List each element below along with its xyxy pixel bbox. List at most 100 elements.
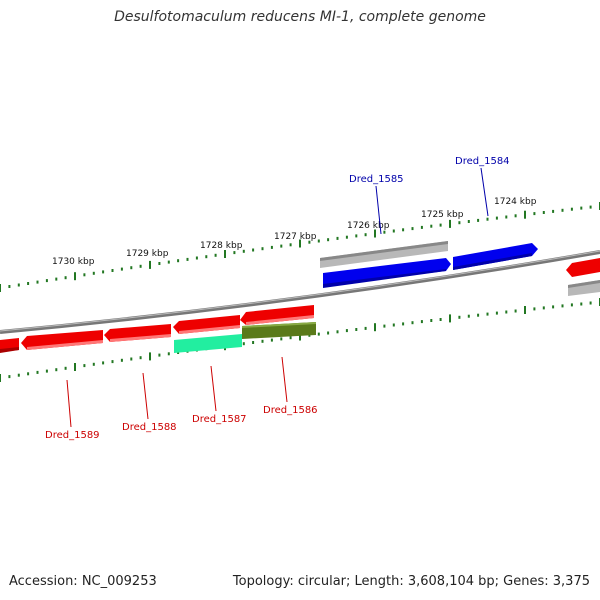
minor-tick [27, 372, 30, 376]
gene-dred-1589[interactable] [21, 330, 103, 350]
major-tick [524, 210, 526, 219]
minor-tick [158, 262, 161, 265]
minor-tick [505, 215, 508, 219]
minor-tick [336, 330, 339, 334]
gene-partial-right-gray[interactable] [568, 280, 600, 296]
minor-tick [420, 320, 423, 324]
minor-tick [392, 323, 395, 327]
gene-partial-right-red[interactable] [566, 258, 600, 277]
gene-dred-1584[interactable] [453, 243, 538, 270]
leader-dred-1587 [210, 365, 217, 412]
minor-tick [580, 206, 583, 210]
minor-tick [8, 375, 11, 379]
minor-tick [495, 311, 498, 315]
minor-tick [552, 305, 555, 309]
leader-dred-1584 [480, 167, 489, 217]
gene-dred-1585[interactable] [323, 258, 451, 288]
minor-tick [542, 306, 545, 310]
minor-tick [289, 243, 292, 247]
tick-label-1727: 1727 kbp [274, 232, 317, 242]
minor-tick [102, 361, 105, 365]
leader-dred-1586 [281, 356, 288, 403]
tick-label-1730: 1730 kbp [52, 257, 95, 267]
minor-tick [430, 319, 433, 322]
cog-bar-olive [242, 322, 316, 339]
minor-tick [439, 223, 442, 227]
leader-dred-1585 [375, 185, 382, 235]
minor-tick [439, 318, 442, 321]
minor-tick [514, 214, 517, 218]
major-tick [524, 306, 526, 314]
genome-backbone [0, 250, 600, 334]
minor-tick [55, 368, 58, 372]
minor-tick [477, 218, 480, 222]
minor-tick [270, 338, 273, 342]
gene-dred-1587[interactable] [173, 315, 240, 334]
tick-label-1729: 1729 kbp [126, 249, 169, 259]
major-tick [374, 323, 376, 332]
gene-label-dred-1585: Dred_1585 [349, 174, 404, 185]
tick-label-1724: 1724 kbp [494, 197, 537, 207]
tick-label-1728: 1728 kbp [200, 241, 243, 251]
minor-tick [336, 236, 339, 240]
minor-tick [83, 364, 86, 368]
major-tick [449, 314, 451, 323]
tick-label-1726: 1726 kbp [347, 221, 390, 231]
minor-tick [317, 332, 320, 336]
minor-tick [280, 337, 283, 341]
minor-tick [139, 264, 142, 268]
leader-dred-1589 [66, 379, 72, 428]
minor-tick [167, 260, 170, 264]
major-tick [224, 250, 226, 258]
minor-tick [214, 253, 217, 257]
major-tick [74, 363, 76, 371]
tick-label-1725: 1725 kbp [421, 210, 464, 220]
minor-tick [589, 301, 592, 305]
gene-label-dred-1584: Dred_1584 [455, 156, 510, 167]
major-tick [0, 374, 1, 382]
minor-tick [242, 342, 245, 346]
minor-tick [120, 358, 123, 362]
gene-dred-1588[interactable] [104, 324, 171, 342]
minor-tick [36, 370, 39, 374]
minor-tick [317, 239, 320, 243]
major-tick [74, 272, 76, 281]
minor-tick [45, 279, 48, 283]
minor-tick [233, 251, 236, 255]
major-tick [0, 284, 1, 292]
minor-tick [17, 283, 20, 287]
minor-tick [327, 238, 330, 242]
major-tick [299, 239, 301, 248]
minor-tick [392, 229, 395, 233]
minor-tick [280, 244, 283, 248]
minor-tick [486, 217, 489, 221]
page-title: Desulfotomaculum reducens MI-1, complete… [114, 9, 486, 25]
minor-tick [589, 205, 592, 209]
major-tick [449, 219, 451, 228]
minor-tick [120, 267, 123, 271]
minor-tick [458, 315, 461, 319]
minor-tick [364, 233, 367, 237]
minor-tick [383, 324, 386, 328]
minor-tick [205, 255, 208, 259]
minor-tick [270, 245, 273, 249]
minor-tick [467, 220, 470, 223]
minor-tick [139, 356, 142, 360]
minor-tick [308, 240, 311, 244]
gene-partial-left-red[interactable] [0, 338, 19, 353]
minor-tick [27, 282, 30, 285]
gene-label-dred-1589: Dred_1589 [45, 430, 100, 441]
gene-dred-1586[interactable] [240, 305, 314, 325]
minor-tick [261, 339, 264, 343]
minor-tick [570, 303, 573, 307]
gene-rna-feature-top[interactable] [320, 241, 448, 268]
minor-tick [83, 273, 86, 277]
minor-tick [92, 362, 95, 366]
minor-tick [327, 331, 330, 335]
minor-tick [17, 373, 20, 377]
minor-tick [355, 328, 358, 331]
minor-tick [111, 360, 114, 364]
minor-tick [495, 216, 498, 220]
minor-tick [8, 285, 11, 288]
